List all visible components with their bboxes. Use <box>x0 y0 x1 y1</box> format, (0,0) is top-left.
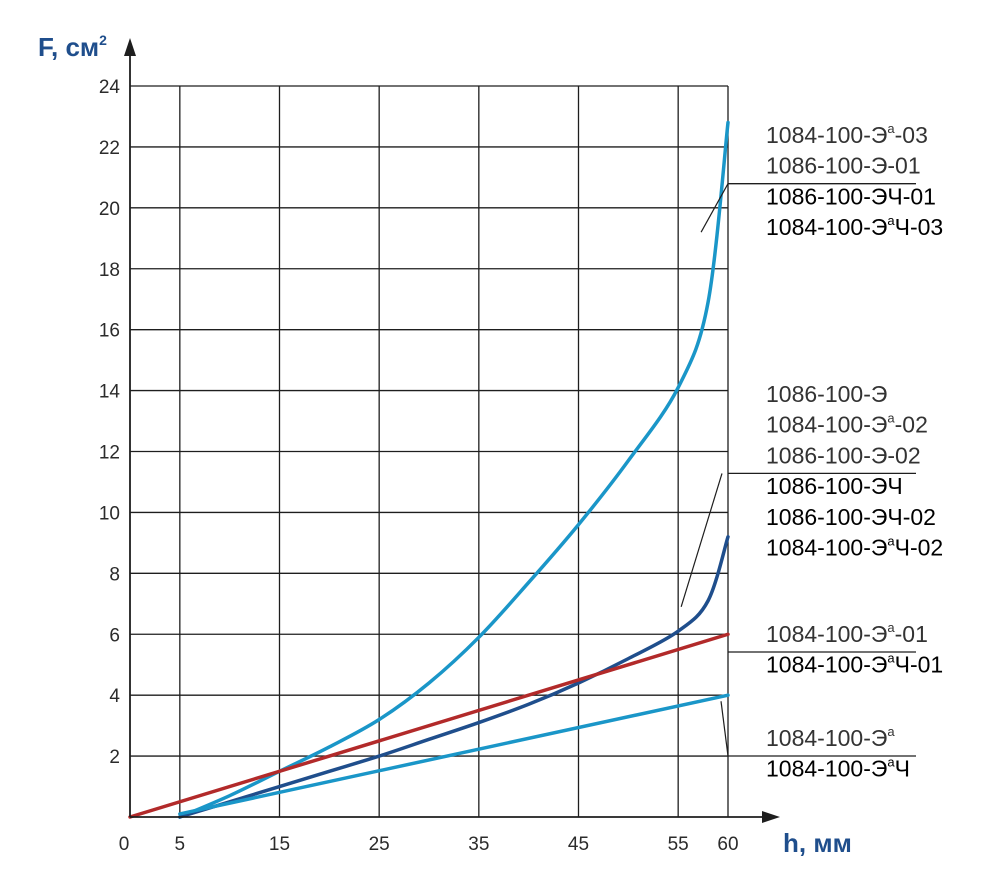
x-tick-label: 60 <box>717 834 738 855</box>
legend-label: 1084-100-Эа <box>766 724 895 751</box>
grid <box>130 85 729 817</box>
y-tick-label: 12 <box>99 443 120 464</box>
legend-leader <box>680 473 723 608</box>
legend-label: 1086-100-Э-01 <box>766 153 921 179</box>
legend-leader <box>720 701 729 757</box>
legend-label: 1086-100-Э <box>766 381 887 407</box>
legend-label: 1086-100-ЭЧ-01 <box>766 183 936 209</box>
legend-label: 1086-100-ЭЧ-02 <box>766 504 936 530</box>
x-tick-label: 15 <box>269 834 290 855</box>
y-tick-label: 18 <box>99 260 120 281</box>
y-tick-label: 14 <box>99 382 121 403</box>
x-tick-label: 55 <box>668 834 689 855</box>
x-tick-label: 45 <box>568 834 589 855</box>
x-tick-label: 5 <box>175 834 186 855</box>
legend-label: 1084-100-Эа-02 <box>766 411 928 438</box>
legend-label: 1084-100-ЭаЧ-01 <box>766 651 943 678</box>
y-tick-label: 10 <box>99 503 120 524</box>
x-tick-label: 35 <box>468 834 489 855</box>
y-tick-label: 24 <box>99 77 121 98</box>
y-axis-label: F, см2 <box>38 32 107 62</box>
legend-label: 1086-100-Э-02 <box>766 442 921 468</box>
y-tick-label: 6 <box>109 625 120 646</box>
y-axis-arrow <box>124 38 136 56</box>
legend-label: 1084-100-ЭаЧ-03 <box>766 213 943 240</box>
leader-lines <box>680 183 916 757</box>
legend-label: 1086-100-ЭЧ <box>766 473 903 499</box>
legend: 1084-100-Эа-03 1086-100-Э-01 1086-100-ЭЧ-0… <box>766 121 943 782</box>
axes <box>124 38 780 823</box>
legend-label: 1084-100-Эа-03 <box>766 121 928 148</box>
y-tick-label: 22 <box>99 138 120 159</box>
y-tick-label: 20 <box>99 199 120 220</box>
legend-leader <box>700 183 729 233</box>
legend-label: 1084-100-Эа-01 <box>766 620 928 647</box>
x-tick-label: 0 <box>119 834 130 855</box>
series-line-3 <box>128 632 730 819</box>
legend-label: 1084-100-ЭаЧ-02 <box>766 534 943 561</box>
y-tick-label: 4 <box>109 686 120 707</box>
series-line-4 <box>178 693 730 816</box>
y-tick-label: 16 <box>99 321 120 342</box>
x-tick-label: 25 <box>369 834 390 855</box>
y-tick-label: 2 <box>109 747 120 768</box>
x-axis-label: h, мм <box>783 828 852 858</box>
series-line-2 <box>178 535 730 819</box>
series-layer <box>128 120 730 819</box>
x-axis-arrow <box>762 811 780 823</box>
legend-label: 1084-100-ЭаЧ <box>766 755 910 782</box>
y-tick-label: 8 <box>109 564 120 585</box>
